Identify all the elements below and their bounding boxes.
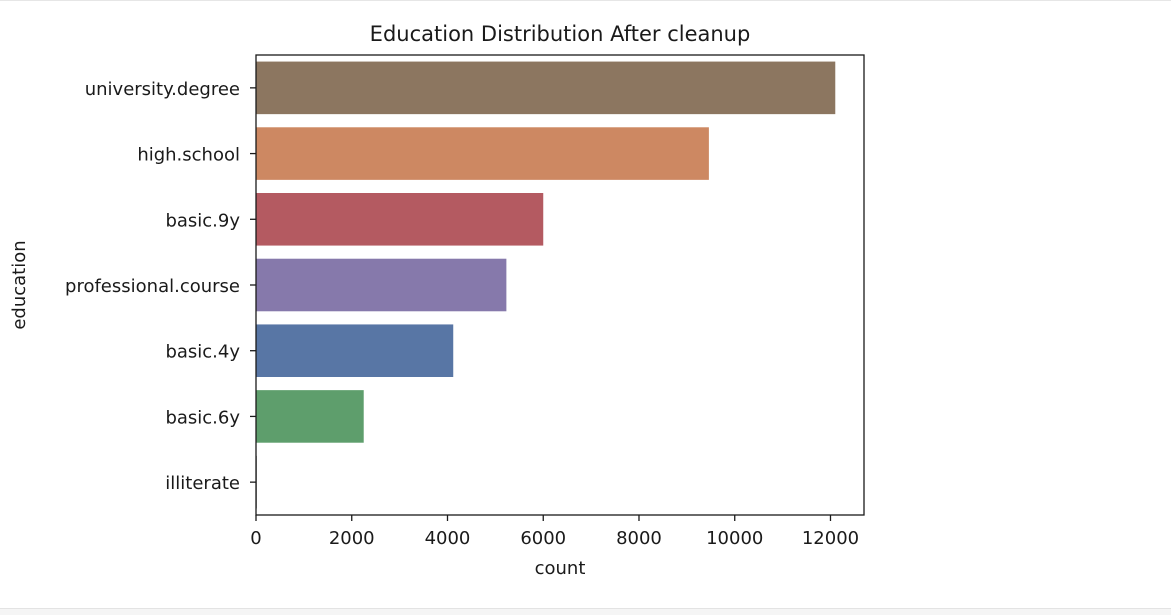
- x-tick-label: 0: [250, 528, 261, 549]
- bar-basic-9y: [256, 193, 544, 246]
- bars: [256, 61, 836, 509]
- x-tick-label: 8000: [616, 528, 662, 549]
- x-tick-label: 4000: [425, 528, 471, 549]
- bar-basic-6y: [256, 390, 364, 443]
- x-axis-ticks: 0 2000 4000 6000 8000 10000 12000: [250, 515, 859, 549]
- y-tick-label: university.degree: [85, 79, 240, 100]
- cell-border-top: [0, 0, 1171, 1]
- x-tick-label: 2000: [329, 528, 375, 549]
- plot-frame: [255, 54, 865, 516]
- y-axis-ticks: university.degree high.school basic.9y prof…: [65, 79, 256, 494]
- y-axis-label: education: [9, 240, 30, 329]
- chart-title: Education Distribution After cleanup: [370, 22, 751, 46]
- bar-high-school: [256, 127, 709, 180]
- x-tick-label: 6000: [520, 528, 566, 549]
- y-tick-label: illiterate: [165, 473, 240, 494]
- x-tick-label: 10000: [706, 528, 763, 549]
- x-axis-label: count: [535, 558, 586, 579]
- y-tick-label: high.school: [137, 145, 240, 166]
- cell-border-bottom: [0, 608, 1171, 615]
- bar-basic-4y: [256, 324, 454, 377]
- y-tick-label: basic.9y: [165, 210, 240, 231]
- y-tick-label: basic.6y: [165, 407, 240, 428]
- y-tick-label: basic.4y: [165, 342, 240, 363]
- x-tick-label: 12000: [802, 528, 859, 549]
- bar-professional-course: [256, 258, 507, 312]
- bar-university-degree: [256, 61, 836, 115]
- y-tick-label: professional.course: [65, 276, 240, 297]
